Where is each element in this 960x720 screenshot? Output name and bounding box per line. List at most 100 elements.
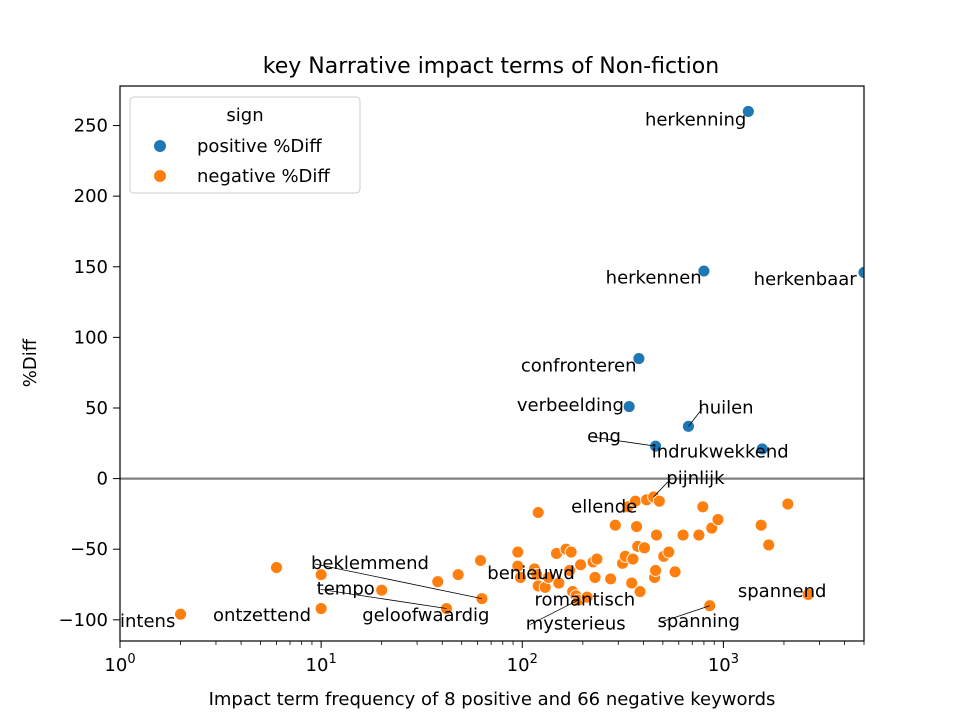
annotation-leader-19 [661, 605, 710, 623]
negative-point-55 [696, 500, 710, 514]
legend-label-positive: positive %Diff [197, 136, 322, 157]
negative-point-38 [626, 552, 640, 566]
annotation-label-4: verbeelding [517, 395, 624, 416]
y-axis-label: %Diff [20, 338, 41, 387]
annotation-label-15: geloofwaardig [362, 605, 489, 626]
negative-point-4 [375, 583, 389, 597]
annotation-label-0: herkenning [645, 110, 746, 131]
annotation-label-6: eng [587, 426, 621, 447]
annotation-label-5: huilen [698, 398, 753, 419]
negative-point-28 [580, 590, 594, 604]
x-tick-label-3: 103 [708, 652, 739, 676]
annotation-label-14: romantisch [534, 590, 635, 611]
annotation-label-19: spanning [657, 611, 740, 632]
y-tick-label-6: 200 [74, 186, 108, 207]
negative-point-60 [762, 538, 776, 552]
annotation-leader-11 [314, 563, 482, 600]
annotation-leader-6 [591, 436, 656, 447]
negative-point-49 [652, 494, 666, 508]
positive-point-7 [755, 442, 769, 456]
negative-point-47 [649, 563, 663, 577]
annotation-label-12: benieuwd [487, 563, 575, 584]
negative-point-53 [676, 528, 690, 542]
x-axis-label: Impact term frequency of 8 positive and … [209, 689, 776, 710]
x-tick-label-2: 102 [507, 652, 538, 676]
negative-point-42 [633, 585, 647, 599]
negative-point-31 [590, 552, 604, 566]
annotation-label-2: herkenbaar [754, 269, 858, 290]
positive-point-2 [857, 265, 864, 279]
annotation-label-11: beklemmend [311, 553, 429, 574]
negative-point-12 [514, 571, 527, 584]
negative-point-61 [781, 497, 795, 511]
positive-point-0 [741, 104, 755, 118]
annotation-label-8: pijnlijk [666, 468, 725, 489]
annotation-leader-8 [653, 478, 671, 498]
legend: sign positive %Diff negative %Diff [129, 96, 361, 194]
plot-clip-group [120, 104, 864, 621]
x-tick-label-0: 100 [104, 652, 135, 676]
negative-point-8 [474, 554, 487, 567]
negative-point-23 [564, 545, 578, 559]
negative-point-0 [174, 607, 187, 621]
negative-point-30 [588, 571, 602, 584]
legend-label-negative: negative %Diff [197, 166, 330, 187]
annotation-label-17: ontzettend [213, 605, 311, 626]
y-tick-label-7: 250 [74, 116, 108, 137]
negative-point-51 [662, 545, 676, 559]
annotation-label-16: intens [120, 611, 175, 632]
annotation-label-10: spannend [738, 581, 827, 602]
negative-point-20 [552, 576, 566, 590]
negative-point-10 [511, 545, 525, 559]
negative-point-22 [563, 563, 577, 577]
annotation-leader-5 [688, 408, 703, 427]
y-tick-label-5: 150 [74, 257, 108, 278]
y-tick-label-0: −100 [59, 610, 108, 631]
negative-point-18 [542, 571, 555, 584]
negative-point-27 [574, 558, 588, 572]
negative-point-52 [668, 565, 682, 579]
legend-marker-negative [153, 169, 167, 183]
annotation-label-3: confronteren [521, 355, 637, 376]
annotation-leader-18 [529, 599, 579, 626]
x-tick-label-1: 101 [306, 652, 337, 676]
y-tick-label-3: 50 [85, 398, 108, 419]
annotation-label-13: tempo [317, 578, 375, 599]
y-tick-label-1: −50 [70, 539, 108, 560]
axes-frame [119, 85, 865, 642]
negative-point-62 [801, 587, 815, 601]
annotation-label-1: herkennen [606, 268, 702, 289]
positive-point-3 [632, 352, 646, 366]
negative-point-43 [638, 541, 651, 555]
negative-point-3 [314, 602, 328, 615]
x-axis-ticks: 100 101 102 103 [104, 641, 865, 676]
annotation-label-18: mysterieus [526, 614, 626, 635]
annotation-label-7: indrukwekkend [652, 441, 789, 462]
negative-point-1 [270, 561, 283, 575]
y-tick-label-2: 0 [97, 469, 108, 490]
negative-point-58 [711, 513, 725, 526]
plot-area: herkenning herkennen herkenbaar confrontere… [120, 104, 864, 635]
positive-point-1 [697, 264, 711, 278]
y-tick-label-4: 100 [74, 327, 108, 348]
negative-point-7 [451, 568, 465, 582]
positive-point-4 [622, 400, 636, 414]
annotation-leader-13 [320, 589, 447, 609]
negative-point-33 [608, 518, 622, 532]
legend-marker-positive [153, 139, 167, 153]
negative-point-54 [692, 528, 706, 542]
negative-point-32 [604, 572, 618, 586]
negative-point-15 [531, 506, 545, 519]
negative-point-2 [314, 568, 328, 582]
negative-point-40 [630, 520, 644, 534]
negative-point-48 [650, 528, 663, 542]
negative-point-59 [754, 518, 768, 532]
legend-title: sign [226, 105, 263, 126]
negative-point-5 [431, 575, 445, 589]
annotation-label-9: ellende [571, 496, 637, 517]
chart-title: key Narrative impact terms of Non-fictio… [263, 54, 719, 79]
y-axis-ticks: −100 −50 0 50 100 150 200 250 [59, 116, 120, 631]
legend-box [129, 96, 361, 194]
negative-point-37 [625, 576, 639, 590]
